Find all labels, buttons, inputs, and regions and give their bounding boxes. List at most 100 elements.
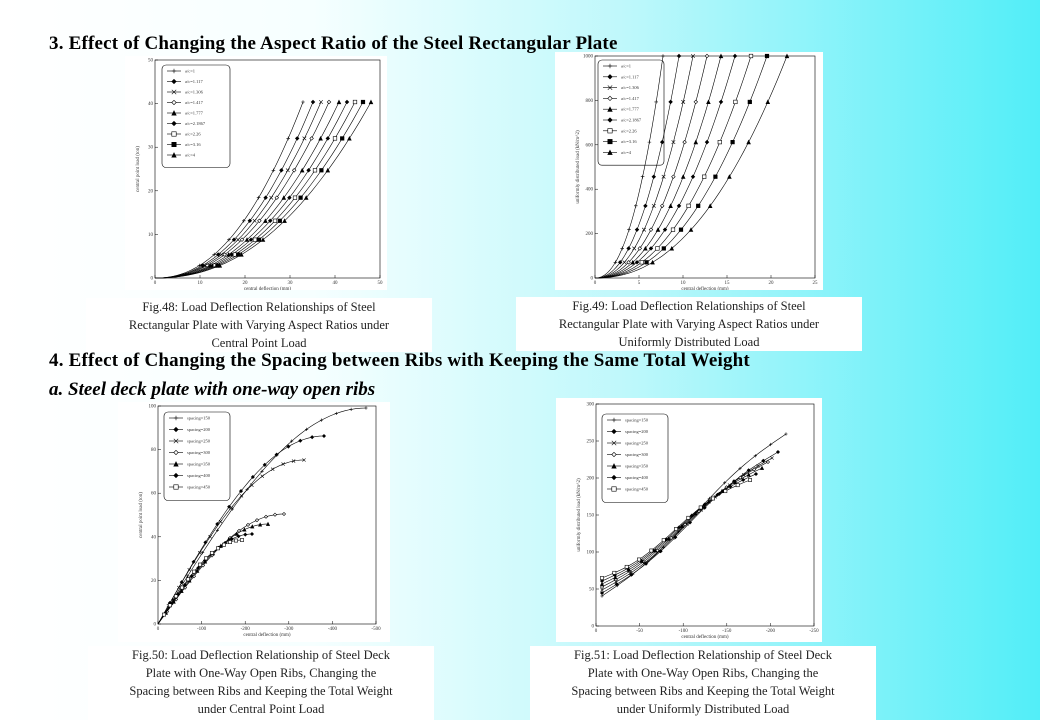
square-marker — [674, 527, 678, 531]
plus-marker — [349, 407, 353, 411]
triangle-marker — [282, 218, 287, 223]
legend-entry: a/c=3.16 — [185, 142, 201, 147]
x-tick-label: 10 — [681, 281, 687, 286]
legend-box — [601, 413, 669, 503]
x-axis-label: central deflection (mm) — [244, 287, 292, 290]
plus-marker — [611, 417, 617, 423]
y-tick-label: 400 — [586, 188, 594, 193]
plus-marker — [753, 454, 757, 458]
y-tick-label: 80 — [151, 448, 157, 453]
square-marker — [748, 53, 754, 59]
diamond-marker — [682, 139, 687, 145]
diamond-marker — [614, 582, 619, 587]
y-tick-label: 200 — [587, 477, 595, 482]
square-marker — [661, 538, 666, 543]
series-line — [157, 533, 253, 625]
diamond-marker — [267, 218, 273, 224]
diamond-marker — [765, 459, 771, 465]
legend-entry: a/c=1 — [185, 69, 195, 74]
square-marker — [612, 570, 617, 575]
plus-marker — [245, 487, 249, 491]
section-4a-subheading: a. Steel deck plate with one-way open ri… — [49, 379, 376, 400]
diamond-marker — [671, 174, 676, 179]
square-marker — [661, 246, 666, 251]
diamond-marker — [238, 489, 244, 494]
caption-line: Plate with One-Way Open Ribs, Changing t… — [145, 666, 377, 680]
y-tick-label: 600 — [586, 143, 594, 148]
diamond-marker — [607, 117, 613, 123]
x-tick-label: -500 — [371, 627, 381, 632]
square-marker — [717, 140, 722, 145]
triangle-marker — [244, 237, 250, 242]
triangle-marker — [217, 263, 223, 268]
caption-line: Plate with One-Way Open Ribs, Changing t… — [587, 666, 819, 680]
x-tick-label: 5 — [638, 281, 641, 286]
diamond-marker — [626, 246, 631, 251]
legend-box — [161, 64, 231, 168]
triangle-marker — [242, 527, 247, 532]
triangle-marker — [258, 522, 263, 527]
diamond-marker — [741, 477, 746, 482]
plus-marker — [620, 246, 624, 251]
diamond-marker — [247, 218, 253, 224]
triangle-marker — [336, 99, 342, 105]
diamond-marker — [254, 518, 260, 523]
diamond-marker — [249, 531, 255, 537]
y-tick-label: 250 — [587, 440, 595, 445]
diamond-marker — [607, 95, 613, 102]
plus-marker — [627, 227, 631, 232]
diamond-marker — [222, 252, 227, 257]
cross-marker — [269, 195, 274, 200]
plus-marker — [271, 168, 276, 173]
x-tick-label: 20 — [243, 281, 249, 286]
plus-marker — [242, 218, 246, 223]
diamond-marker — [676, 203, 682, 209]
triangle-marker — [680, 174, 686, 179]
legend-entry: spacing=300 — [625, 452, 649, 457]
square-marker — [234, 538, 238, 543]
cross-marker — [197, 551, 202, 555]
triangle-marker — [707, 203, 713, 208]
x-tick-label: -250 — [809, 629, 819, 634]
square-marker — [678, 227, 684, 232]
caption-line: Spacing between Ribs and Keeping the Tot… — [571, 684, 835, 698]
triangle-marker — [260, 237, 266, 242]
diamond-marker — [171, 78, 177, 85]
caption-line: under Uniformly Distributed Load — [616, 702, 790, 716]
figure-51-plot: 0 -50 -100 -150 -200 -250 0 50 100 150 200 250 300 ce… — [577, 403, 819, 641]
diamond-marker — [676, 53, 682, 59]
y-tick-label: 0 — [591, 277, 594, 282]
square-marker — [292, 195, 298, 200]
diamond-marker — [204, 263, 210, 268]
diamond-marker — [599, 578, 605, 584]
section-3-heading: 3. Effect of Changing the Aspect Ratio o… — [49, 33, 618, 54]
triangle-marker — [250, 524, 255, 529]
square-marker — [252, 237, 258, 242]
legend-entry: spacing=300 — [187, 450, 211, 455]
diamond-marker — [599, 590, 605, 596]
diamond-marker — [689, 513, 694, 518]
legend-entry: a/c=1.777 — [185, 111, 204, 116]
cross-marker — [239, 493, 244, 498]
cross-marker — [281, 462, 285, 466]
legend-entry: a/c=2.1867 — [621, 118, 642, 123]
triangle-marker — [234, 531, 239, 536]
triangle-marker — [281, 195, 287, 200]
diamond-marker — [287, 195, 292, 200]
legend-entry: spacing=200 — [187, 427, 211, 432]
triangle-marker — [299, 167, 305, 173]
x-axis-label: central deflection (mm) — [243, 633, 291, 638]
diamond-marker — [176, 592, 181, 597]
triangle-marker — [171, 110, 177, 116]
diamond-marker — [274, 452, 279, 457]
diamond-marker — [732, 53, 738, 59]
x-tick-label: -300 — [284, 627, 294, 632]
square-marker — [649, 548, 654, 553]
diamond-marker — [263, 195, 268, 200]
plus-marker — [186, 574, 190, 578]
square-marker — [173, 484, 179, 490]
caption-line: under Central Point Load — [197, 702, 325, 716]
x-tick-label: 50 — [378, 281, 384, 286]
square-marker — [639, 260, 644, 265]
triangle-marker — [765, 99, 771, 105]
